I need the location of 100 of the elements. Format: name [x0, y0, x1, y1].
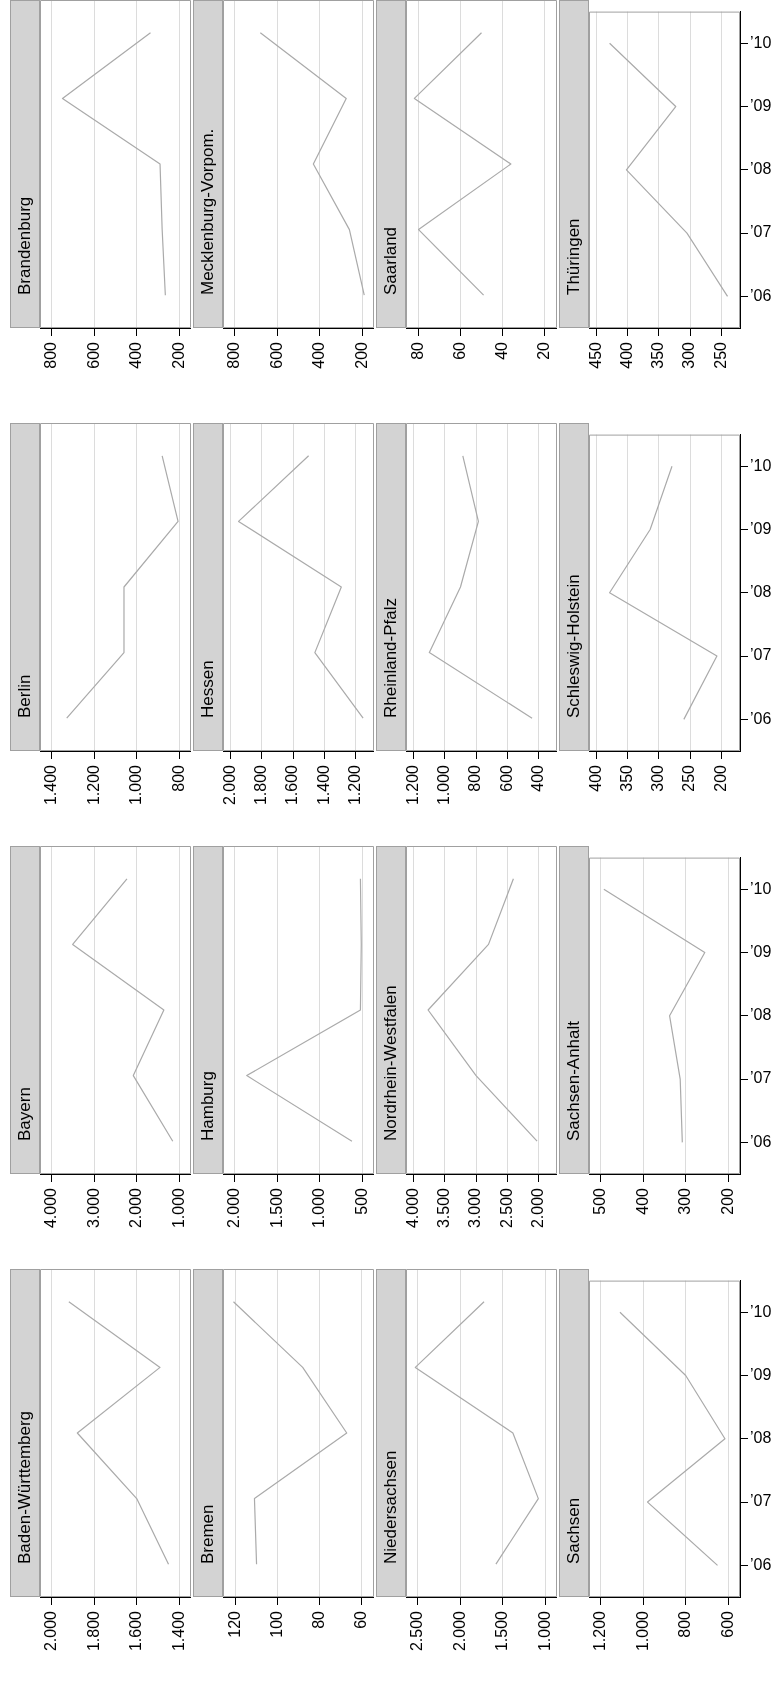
x-tick-label: 3.500 — [435, 1187, 453, 1229]
x-tick-label: 2.000 — [127, 1187, 145, 1229]
x-tick-label: 1.400 — [314, 764, 332, 806]
x-tick-label: 1.200 — [345, 764, 363, 806]
text: Thüringen — [559, 0, 589, 328]
x-tick-label: 600 — [84, 341, 102, 369]
text: Niedersachsen — [376, 1269, 406, 1597]
text: Nordrhein-Westfalen — [376, 846, 406, 1174]
text: Schleswig-Holstein — [559, 423, 589, 751]
y-tick-label: ’07 — [750, 1069, 772, 1087]
x-tick-label: 200 — [718, 1187, 736, 1215]
x-tick-label: 1.000 — [535, 1610, 553, 1652]
x-tick-label: 500 — [591, 1187, 609, 1215]
x-tick-label: 800 — [169, 764, 187, 792]
y-tick-label: ’08 — [750, 1006, 772, 1024]
x-tick-label: 1.200 — [84, 764, 102, 806]
x-tick-label: 1.200 — [404, 764, 422, 806]
y-tick-label: ’06 — [750, 286, 772, 304]
y-tick-label: ’06 — [750, 1555, 772, 1573]
x-tick-label: 600 — [267, 341, 285, 369]
text: Rheinland-Pfalz — [376, 423, 406, 751]
x-tick-label: 2.000 — [42, 1610, 60, 1652]
x-tick-label: 20 — [534, 341, 552, 360]
x-tick-label: 300 — [649, 764, 667, 792]
x-tick-label: 800 — [676, 1610, 694, 1638]
x-tick-label: 1.400 — [42, 764, 60, 806]
x-tick-label: 100 — [267, 1610, 285, 1638]
x-tick-label: 1.400 — [169, 1610, 187, 1652]
x-tick-label: 1.000 — [310, 1187, 328, 1229]
x-tick-label: 3.000 — [84, 1187, 102, 1229]
y-tick-label: ’08 — [750, 160, 772, 178]
text: Bremen — [193, 1269, 223, 1597]
text: Sachsen-Anhalt — [559, 846, 589, 1174]
x-tick-label: 450 — [586, 341, 604, 369]
x-tick-label: 60 — [351, 1610, 369, 1629]
x-tick-label: 2.000 — [221, 764, 239, 806]
x-tick-label: 80 — [408, 341, 426, 360]
text: Hessen — [193, 423, 223, 751]
x-tick-label: 400 — [618, 341, 636, 369]
y-tick-label: ’10 — [750, 33, 772, 51]
x-tick-label: 800 — [466, 764, 484, 792]
text: Sachsen — [559, 1269, 589, 1597]
x-tick-label: 1.000 — [435, 764, 453, 806]
text: Hamburg — [193, 846, 223, 1174]
x-tick-label: 250 — [711, 341, 729, 369]
x-tick-label: 1.000 — [169, 1187, 187, 1229]
y-tick-label: ’07 — [750, 646, 772, 664]
x-tick-label: 1.200 — [591, 1610, 609, 1652]
y-tick-label: ’07 — [750, 223, 772, 241]
x-tick-label: 1.600 — [127, 1610, 145, 1652]
x-tick-label: 200 — [352, 341, 370, 369]
y-tick-label: ’10 — [750, 456, 772, 474]
x-tick-label: 2.000 — [450, 1610, 468, 1652]
x-tick-label: 1.800 — [84, 1610, 102, 1652]
y-tick-label: ’08 — [750, 1429, 772, 1447]
x-tick-label: 1.500 — [493, 1610, 511, 1652]
x-tick-label: 400 — [633, 1187, 651, 1215]
x-tick-label: 200 — [169, 341, 187, 369]
text: Berlin — [10, 423, 40, 751]
text: Brandenburg — [10, 0, 40, 328]
x-tick-label: 1.000 — [633, 1610, 651, 1652]
x-tick-label: 1.000 — [127, 764, 145, 806]
x-tick-label: 120 — [225, 1610, 243, 1638]
x-tick-label: 40 — [492, 341, 510, 360]
x-tick-label: 200 — [711, 764, 729, 792]
text: Mecklenburg-Vorpom. — [193, 0, 223, 328]
y-tick-label: ’09 — [750, 942, 772, 960]
x-tick-label: 250 — [680, 764, 698, 792]
text: Baden-Württemberg — [10, 1269, 40, 1597]
x-tick-label: 4.000 — [42, 1187, 60, 1229]
y-tick-label: ’06 — [750, 1132, 772, 1150]
x-tick-label: 300 — [676, 1187, 694, 1215]
x-tick-label: 1.800 — [252, 764, 270, 806]
x-tick-label: 800 — [225, 341, 243, 369]
x-tick-label: 2.000 — [528, 1187, 546, 1229]
y-tick-label: ’09 — [750, 1365, 772, 1383]
x-tick-label: 500 — [352, 1187, 370, 1215]
x-tick-label: 80 — [309, 1610, 327, 1629]
x-tick-label: 400 — [586, 764, 604, 792]
y-tick-label: ’08 — [750, 583, 772, 601]
x-tick-label: 400 — [528, 764, 546, 792]
text: Bayern — [10, 846, 40, 1174]
x-tick-label: 2.500 — [497, 1187, 515, 1229]
x-tick-label: 350 — [618, 764, 636, 792]
x-tick-label: 600 — [718, 1610, 736, 1638]
y-tick-label: ’06 — [750, 709, 772, 727]
y-tick-label: ’10 — [750, 879, 772, 897]
y-tick-label: ’09 — [750, 519, 772, 537]
x-tick-label: 800 — [42, 341, 60, 369]
y-tick-label: ’09 — [750, 96, 772, 114]
x-tick-label: 60 — [450, 341, 468, 360]
x-tick-label: 2.500 — [408, 1610, 426, 1652]
x-tick-label: 400 — [310, 341, 328, 369]
y-tick-label: ’10 — [750, 1302, 772, 1320]
y-tick-label: ’07 — [750, 1492, 772, 1510]
x-tick-label: 3.000 — [466, 1187, 484, 1229]
x-tick-label: 400 — [127, 341, 145, 369]
text: Saarland — [376, 0, 406, 328]
x-tick-label: 350 — [649, 341, 667, 369]
x-tick-label: 4.000 — [404, 1187, 422, 1229]
